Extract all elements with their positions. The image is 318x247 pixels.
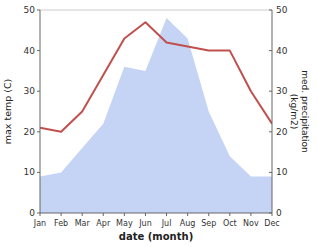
x-tick-label: Apr <box>96 219 111 228</box>
x-tick <box>250 213 251 216</box>
y-tick <box>37 10 40 11</box>
y2-tick <box>269 50 272 51</box>
x-tick-label: Jun <box>138 219 152 228</box>
y2-tick-label: 0 <box>276 208 282 218</box>
y2-axis-label-line: (kg/m2) <box>289 94 299 129</box>
y2-tick-label: 40 <box>276 46 288 56</box>
x-tick-label: Jan <box>33 219 46 228</box>
x-tick-label: Dec <box>264 219 279 228</box>
x-tick-label: Jul <box>161 219 172 228</box>
x-axis-label: date (month) <box>119 231 193 242</box>
y-axis-label: max temp (C) <box>2 79 13 145</box>
x-tick <box>145 213 146 216</box>
x-tick <box>61 213 62 216</box>
y-axis-line <box>40 10 41 213</box>
x-tick <box>40 213 41 216</box>
y-tick-label: 20 <box>24 127 36 137</box>
y-tick <box>37 172 40 173</box>
x-tick-label: Aug <box>180 219 196 228</box>
y2-tick-label: 10 <box>276 167 288 177</box>
y2-tick <box>269 91 272 92</box>
y2-tick-label: 20 <box>276 127 288 137</box>
x-tick <box>82 213 83 216</box>
y-tick-label: 40 <box>24 46 36 56</box>
y-tick <box>37 50 40 51</box>
x-tick <box>124 213 125 216</box>
chart: 0 10 20 30 40 50 0 10 20 30 40 50 Jan Feb Mar Apr May Jun… <box>0 0 318 247</box>
y-tick-label: 0 <box>29 208 35 218</box>
x-tick <box>272 213 273 216</box>
y2-tick <box>269 172 272 173</box>
x-tick <box>103 213 104 216</box>
y-tick-label: 50 <box>24 5 36 15</box>
x-tick-label: May <box>116 219 133 228</box>
precipitation-area <box>40 18 272 213</box>
x-tick <box>229 213 230 216</box>
x-tick <box>187 213 188 216</box>
y-tick-label: 10 <box>24 167 36 177</box>
y2-axis-line <box>272 10 273 213</box>
y2-tick <box>269 10 272 11</box>
y-tick-label: 30 <box>24 86 36 96</box>
x-tick <box>208 213 209 216</box>
y2-tick-label: 50 <box>276 5 288 15</box>
y2-axis-label: med. precipitation(kg/m2) <box>289 70 310 152</box>
plot-area <box>40 18 272 213</box>
y2-tick-label: 30 <box>276 86 288 96</box>
x-axis-line <box>40 213 272 214</box>
y-tick <box>37 91 40 92</box>
x-tick-label: Feb <box>54 219 68 228</box>
x-tick <box>166 213 167 216</box>
y-tick <box>37 131 40 132</box>
temperature-line <box>40 22 272 132</box>
y2-tick <box>269 131 272 132</box>
x-tick-label: Sep <box>201 219 216 228</box>
x-tick-label: Mar <box>75 219 91 228</box>
x-tick-label: Nov <box>243 219 259 228</box>
x-tick-label: Oct <box>223 219 237 228</box>
top-line <box>40 10 272 11</box>
y2-axis-label-line: med. precipitation <box>300 70 310 152</box>
